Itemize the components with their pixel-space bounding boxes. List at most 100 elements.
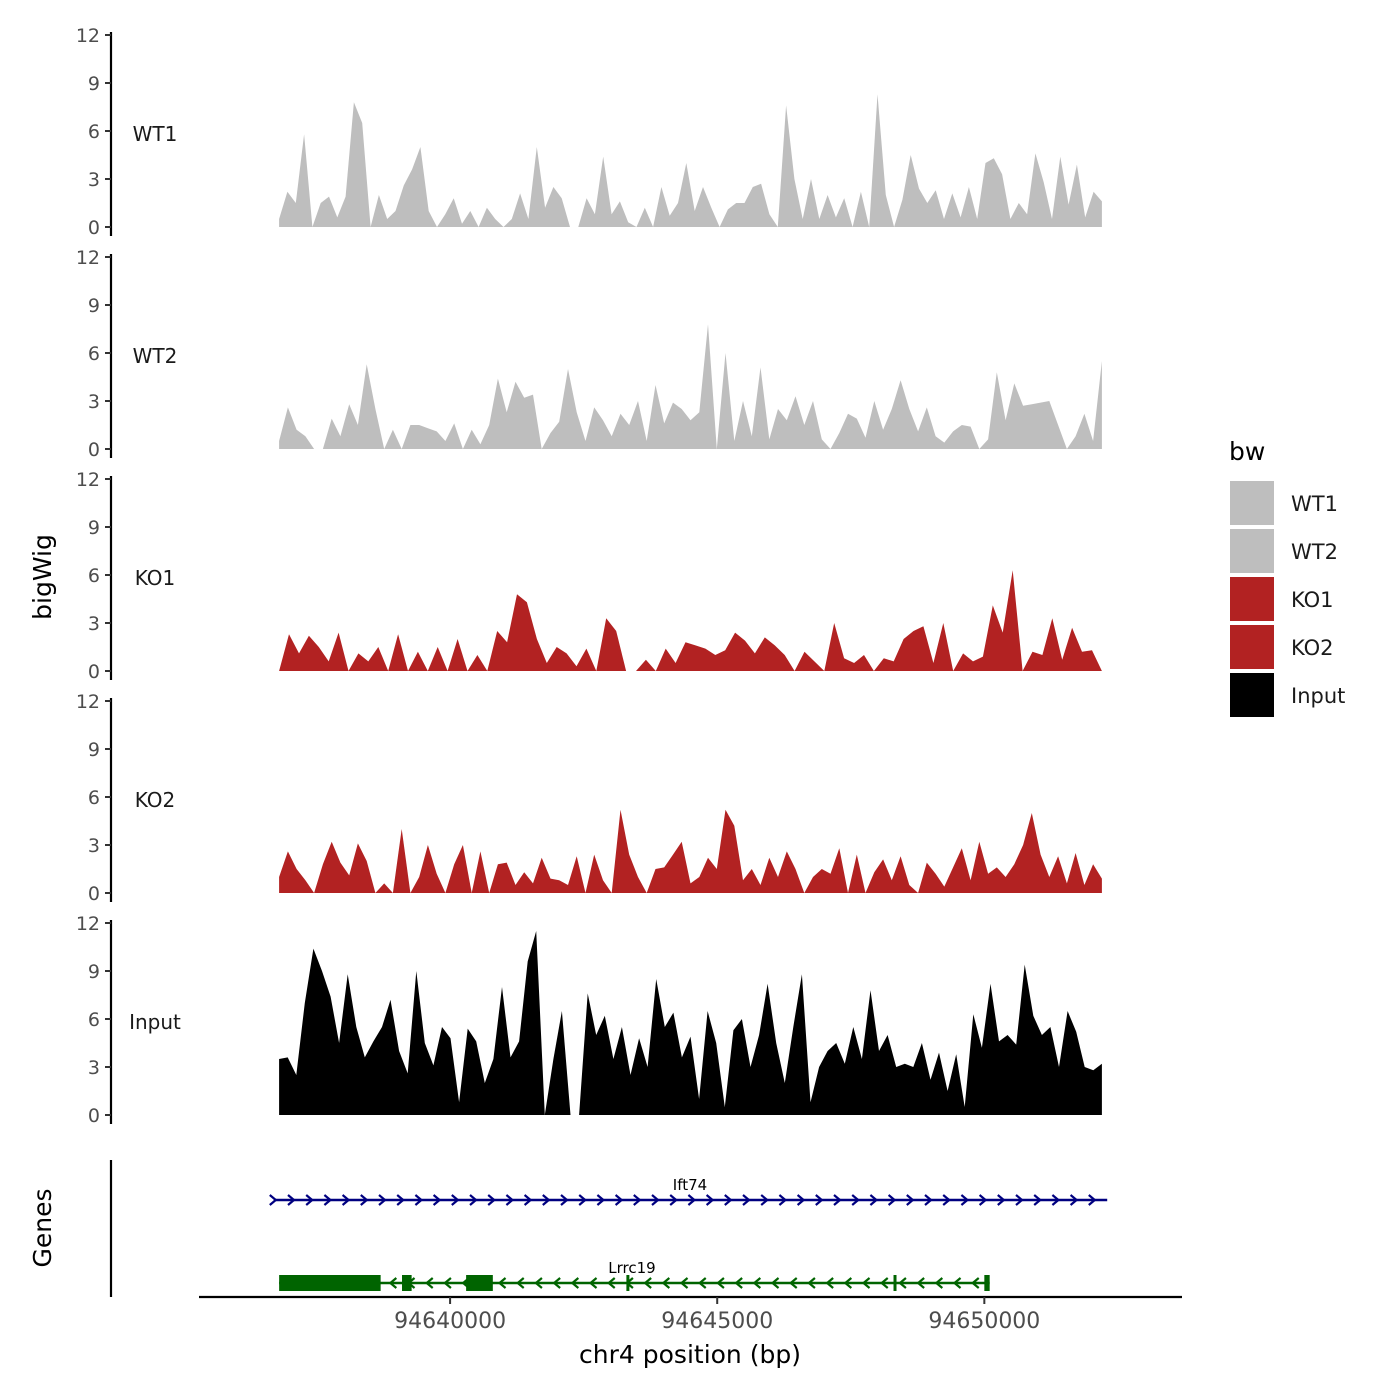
- area-ko1-segment-5: [447, 639, 468, 671]
- legend-item-ko1: KO1: [1230, 577, 1334, 621]
- area-ko2-segment-8: [585, 854, 612, 893]
- y-tick-label-wt2-12: 12: [76, 247, 100, 269]
- area-ko2-segment-13: [865, 856, 919, 893]
- gene-label-ift74: Ift74: [673, 1176, 707, 1194]
- x-axis: chr4 position (bp) 94640000 94645000 94650…: [199, 1295, 1182, 1369]
- y-tick-label-wt2-9: 9: [88, 295, 100, 317]
- strand-arrow-lrrc19-34: [898, 1277, 907, 1289]
- area-wt1-segment-2: [370, 147, 437, 227]
- exon-lrrc19-1: [402, 1275, 412, 1291]
- strand-arrow-lrrc19-36: [934, 1277, 944, 1289]
- area-ko2-segment-10: [646, 809, 805, 893]
- strand-arrow-ift74-6: [378, 1194, 387, 1206]
- strand-arrow-lrrc19-18: [607, 1277, 616, 1289]
- exon-lrrc19-0: [279, 1275, 381, 1291]
- legend-swatch-wt2: [1230, 529, 1274, 573]
- strand-arrow-ift74-7: [396, 1194, 405, 1206]
- area-wt2-segment-1: [322, 364, 385, 449]
- strand-arrow-ift74-24: [705, 1194, 715, 1206]
- legend-label-ko2: KO2: [1291, 636, 1334, 660]
- exon-lrrc19-5: [984, 1275, 990, 1291]
- strand-arrow-ift74-32: [851, 1194, 860, 1206]
- area-ko1-segment-4: [427, 647, 448, 671]
- area-input-segment-1: [544, 1011, 571, 1115]
- y-tick-label-ko2-3: 3: [88, 835, 100, 857]
- y-tick-label-ko2-9: 9: [88, 739, 100, 761]
- strand-arrow-lrrc19-27: [770, 1277, 780, 1289]
- legend-swatch-ko1: [1230, 577, 1274, 621]
- area-wt1-segment-5: [503, 147, 570, 227]
- strand-arrow-ift74-29: [796, 1194, 806, 1206]
- strand-arrow-ift74-38: [960, 1194, 970, 1206]
- strand-arrow-lrrc19-21: [661, 1277, 671, 1289]
- y-tick-label-ko2-0: 0: [88, 883, 100, 905]
- area-wt2-segment-7: [830, 380, 980, 449]
- strand-arrow-ift74-4: [341, 1194, 351, 1206]
- strand-arrow-lrrc19-26: [752, 1277, 762, 1289]
- gene-ift74: Ift74: [269, 1176, 1108, 1206]
- x-tick-label-0: 94640000: [394, 1309, 506, 1334]
- area-wt2-segment-6: [716, 353, 831, 449]
- area-wt2-segment-5: [541, 324, 717, 449]
- legend-title: bw: [1229, 437, 1265, 466]
- strand-arrow-lrrc19-22: [679, 1277, 689, 1289]
- track-input: 0 3 6 9 12 Input: [76, 913, 1102, 1127]
- area-wt2-segment-4: [462, 378, 542, 449]
- strand-arrow-ift74-34: [887, 1194, 897, 1206]
- y-axis-title: bigWig: [28, 534, 57, 620]
- gene-lrrc19: Lrrc19: [279, 1259, 990, 1291]
- area-wt1-segment-10: [777, 105, 853, 227]
- area-wt1-segment-3: [437, 198, 479, 227]
- area-wt2-segment-2: [384, 429, 402, 449]
- area-ko2-segment-4: [410, 845, 446, 893]
- strand-arrow-lrrc19-32: [861, 1277, 871, 1289]
- strand-arrow-ift74-42: [1033, 1194, 1042, 1206]
- strand-arrow-lrrc19-25: [734, 1277, 743, 1289]
- area-ko1-segment-11: [794, 651, 825, 671]
- strand-arrow-ift74-9: [432, 1194, 442, 1206]
- area-wt1-segment-12: [869, 94, 895, 227]
- area-wt2-segment-9: [1066, 361, 1102, 449]
- y-tick-label-ko1-3: 3: [88, 613, 100, 635]
- y-tick-label-wt2-0: 0: [88, 439, 100, 461]
- area-ko2-segment-0: [279, 851, 315, 893]
- legend-label-input: Input: [1291, 684, 1345, 708]
- legend-label-wt2: WT2: [1291, 540, 1338, 564]
- area-ko1-segment-9: [636, 659, 656, 671]
- strand-arrow-ift74-8: [414, 1194, 424, 1206]
- area-ko2-segment-1: [314, 841, 376, 893]
- area-ko2-segment-5: [445, 845, 472, 893]
- area-ko1-segment-7: [487, 594, 597, 671]
- strand-arrow-ift74-31: [833, 1194, 842, 1206]
- strand-arrow-lrrc19-23: [698, 1277, 707, 1289]
- track-ko2: 0 3 6 9 12 KO2: [76, 691, 1102, 905]
- y-tick-label-ko1-6: 6: [88, 565, 100, 587]
- strand-arrow-ift74-11: [469, 1194, 478, 1206]
- strand-arrow-ift74-44: [1069, 1194, 1079, 1206]
- area-ko1-segment-10: [655, 632, 795, 671]
- strand-arrow-ift74-23: [687, 1194, 697, 1206]
- area-ko1-segment-8: [596, 618, 627, 671]
- area-wt2-segment-3: [401, 423, 463, 449]
- strand-arrow-lrrc19-38: [971, 1277, 980, 1289]
- area-ko2-segment-9: [611, 809, 647, 893]
- y-tick-label-wt1-9: 9: [88, 73, 100, 95]
- y-tick-label-input-12: 12: [76, 913, 100, 935]
- area-wt1-segment-8: [653, 163, 720, 227]
- strand-arrow-ift74-26: [742, 1194, 751, 1206]
- strand-arrow-ift74-33: [869, 1194, 879, 1206]
- track-label-wt2: WT2: [133, 344, 178, 368]
- strand-arrow-lrrc19-15: [552, 1277, 561, 1289]
- strand-arrow-ift74-2: [305, 1194, 314, 1206]
- y-tick-label-ko1-9: 9: [88, 517, 100, 539]
- strand-arrow-ift74-13: [505, 1194, 515, 1206]
- y-tick-label-wt2-6: 6: [88, 343, 100, 365]
- strand-arrow-ift74-35: [906, 1194, 915, 1206]
- legend-swatch-wt1: [1230, 481, 1274, 525]
- track-label-input: Input: [129, 1010, 181, 1034]
- strand-arrow-ift74-45: [1088, 1194, 1097, 1206]
- track-ko1: 0 3 6 9 12 KO1: [76, 469, 1102, 683]
- coverage-tracks: 0 3 6 9 12 WT1 0 3 6 9 12 WT2 0 3 6 9 12 KO1 0 3 6 9 12 KO2 0 3 6 9…: [76, 25, 1102, 1127]
- strand-arrow-ift74-37: [942, 1194, 951, 1206]
